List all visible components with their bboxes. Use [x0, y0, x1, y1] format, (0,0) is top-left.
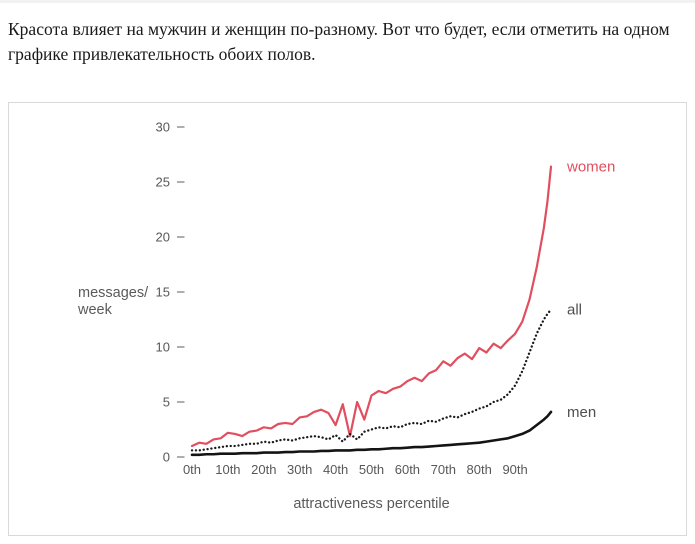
x-tick-label: 10th	[215, 462, 240, 477]
y-tick-label: 0	[163, 450, 170, 465]
y-tick-label: 30	[156, 120, 170, 135]
series-label-women: women	[566, 159, 615, 176]
y-tick-label: 25	[156, 175, 170, 190]
series-line-women	[190, 165, 553, 448]
x-tick-label: 50th	[359, 462, 384, 477]
x-tick-label: 40th	[323, 462, 348, 477]
series-line-men	[190, 410, 553, 457]
x-tick-label: 70th	[431, 462, 456, 477]
intro-text: Красота влияет на мужчин и женщин по-раз…	[8, 19, 670, 64]
y-tick-label: 5	[163, 395, 170, 410]
messages-chart: 0 5 10 15 20 25 30 0th 10th 20th 30th 40th 50th 60th 7…	[77, 120, 615, 513]
series-label-men: men	[567, 404, 596, 421]
y-tick-label: 15	[156, 285, 170, 300]
y-tick-label: 20	[156, 230, 170, 245]
x-tick-label: 60th	[395, 462, 420, 477]
x-tick-label: 20th	[251, 462, 276, 477]
series-label-all: all	[567, 302, 582, 319]
y-tick-label: 10	[156, 340, 170, 355]
page-top-divider	[0, 0, 695, 3]
x-tick-label: 80th	[467, 462, 492, 477]
x-axis-title: attractiveness percentile	[293, 496, 449, 512]
x-tick-label: 30th	[287, 462, 312, 477]
y-axis-title: messages/	[78, 285, 149, 301]
x-tick-label: 90th	[502, 462, 527, 477]
y-axis-title: week	[77, 302, 113, 318]
chart-card: 0 5 10 15 20 25 30 0th 10th 20th 30th 40th 50th 60th 7…	[8, 102, 687, 536]
x-tick-label: 0th	[183, 462, 201, 477]
series-line-all	[190, 308, 553, 452]
